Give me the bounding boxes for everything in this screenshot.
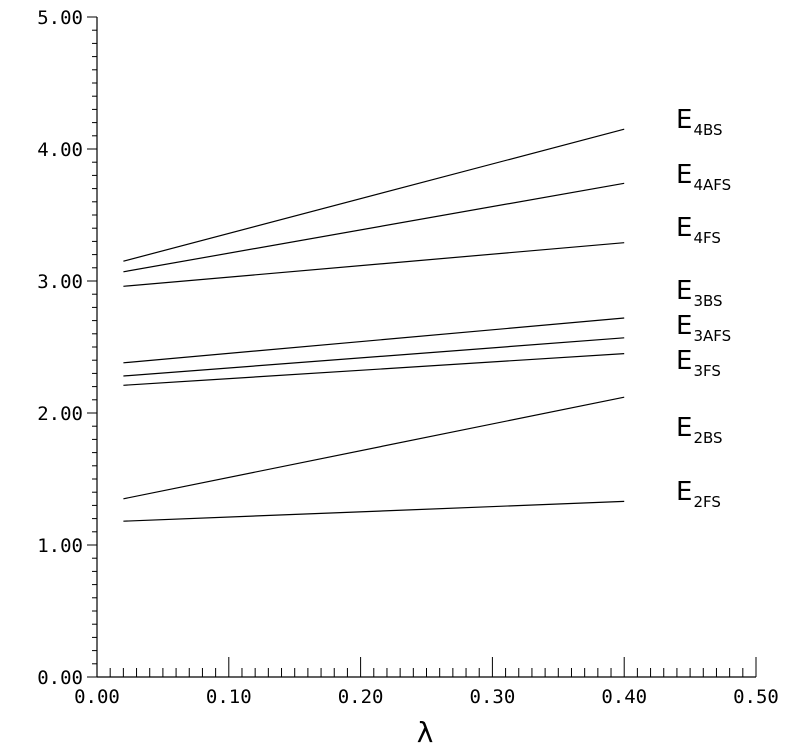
series-line-e4bs: [123, 128, 625, 262]
y-tick-label: 0.00: [37, 667, 83, 689]
y-tick-label: 4.00: [37, 139, 83, 161]
series-line-e4fs: [123, 242, 625, 287]
x-tick-label: 0.40: [601, 686, 647, 708]
x-tick-label: 0.00: [74, 686, 120, 708]
y-tick-label: 5.00: [37, 7, 83, 29]
x-tick-label: 0.10: [206, 686, 252, 708]
x-tick-label: 0.20: [338, 686, 384, 708]
series-line-e2bs: [123, 396, 625, 500]
series-label-e4bs: E4BS: [676, 105, 723, 139]
series-label-e4afs: E4AFS: [676, 160, 731, 194]
series-label-e3afs: E3AFS: [676, 311, 731, 345]
series-lines: [123, 128, 625, 522]
series-line-e3afs: [123, 337, 625, 377]
series-line-e3bs: [123, 317, 625, 364]
x-tick-label: 0.50: [733, 686, 779, 708]
series-label-e2fs: E2FS: [676, 477, 721, 511]
series-line-e2fs: [123, 500, 625, 522]
tick-labels: 0.00 0.10 0.20 0.30 0.40 0.50 0.00 1.00 2.00 3.00…: [37, 7, 779, 708]
series-label-e3fs: E3FS: [676, 346, 721, 380]
tick-marks: [87, 16, 757, 678]
y-tick-label: 2.00: [37, 403, 83, 425]
series-label-e4fs: E4FS: [676, 213, 721, 247]
x-axis-title: λ: [417, 716, 434, 749]
axes: [96, 17, 756, 678]
x-tick-label: 0.30: [470, 686, 516, 708]
series-line-e3fs: [123, 353, 625, 386]
y-tick-label: 3.00: [37, 271, 83, 293]
y-tick-label: 1.00: [37, 535, 83, 557]
series-line-e4afs: [123, 182, 625, 273]
series-label-e2bs: E2BS: [676, 413, 723, 447]
series-label-e3bs: E3BS: [676, 276, 723, 310]
